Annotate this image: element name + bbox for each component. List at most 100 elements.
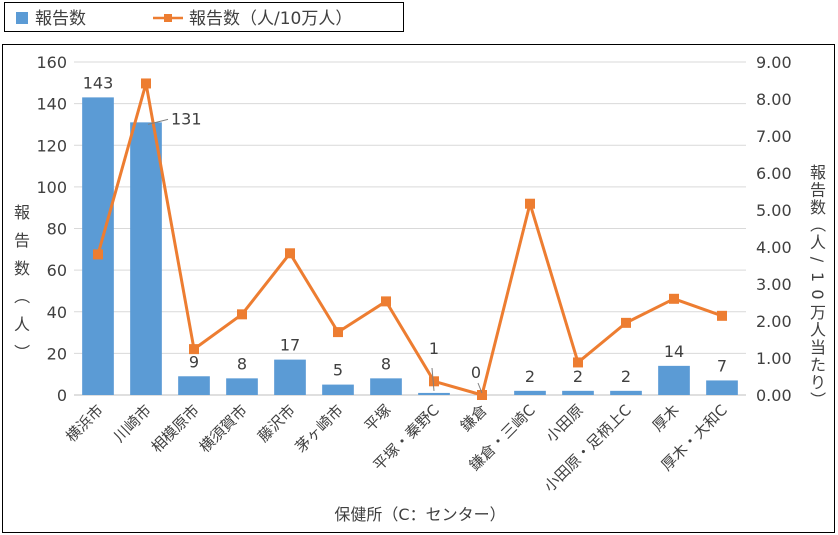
- right-tick-label: 4.00: [756, 238, 792, 257]
- left-tick-label: 140: [36, 95, 67, 114]
- left-tick-label: 40: [47, 303, 67, 322]
- bar-series: [82, 97, 738, 395]
- bar: [514, 390, 546, 395]
- data-label: 14: [664, 342, 684, 361]
- gridlines: [74, 61, 746, 396]
- category-label: 平塚: [361, 401, 395, 435]
- data-label: 2: [525, 367, 535, 386]
- left-axis-title: 報告数 （ 人 ）: [12, 203, 31, 360]
- right-tick-label: 5.00: [756, 201, 792, 220]
- category-label: 鎌倉: [457, 401, 491, 435]
- right-tick-label: 6.00: [756, 164, 792, 183]
- category-label: 藤沢市: [254, 401, 299, 446]
- line-point: [477, 390, 487, 400]
- left-axis-title-char: 数: [14, 259, 30, 278]
- right-tick-label: 9.00: [756, 53, 792, 72]
- right-axis-title-char: 人: [810, 321, 826, 340]
- left-tick-label: 60: [47, 261, 67, 280]
- data-label: 2: [621, 367, 631, 386]
- right-tick-label: 8.00: [756, 90, 792, 109]
- bar: [562, 390, 594, 395]
- left-axis-title-char: （: [12, 288, 31, 304]
- line-point: [669, 293, 679, 304]
- legend-line-label: 報告数（人/10万人）: [189, 9, 352, 29]
- right-axis-title-char: り: [810, 373, 826, 392]
- left-axis-title-char: 報: [14, 203, 30, 222]
- bar: [130, 122, 162, 395]
- legend-line-marker: [164, 14, 172, 22]
- left-axis-title-char: 人: [14, 315, 30, 334]
- right-axis-title-char: 告: [810, 181, 826, 200]
- right-axis-title-char: 数: [810, 198, 826, 217]
- line-point: [189, 344, 199, 355]
- data-label-leader: [431, 367, 435, 391]
- data-label: 0: [471, 363, 481, 382]
- legend: 報告数 報告数（人/10万人）: [4, 2, 404, 32]
- bar: [610, 390, 642, 395]
- data-label: 1: [429, 339, 439, 358]
- right-axis-title-char: 人: [810, 233, 826, 252]
- category-label: 横浜市: [62, 401, 107, 446]
- category-label: 横須賀市: [196, 401, 251, 456]
- right-axis-title-char: /: [808, 257, 827, 263]
- category-label: 川崎市: [110, 401, 155, 446]
- line-point: [381, 296, 391, 307]
- legend-bar-swatch: [16, 12, 28, 24]
- left-tick-label: 120: [36, 136, 67, 155]
- right-tick-label: 2.00: [756, 312, 792, 331]
- right-axis-title-char: 当: [810, 338, 826, 357]
- line-point: [237, 309, 247, 320]
- right-axis-title-char: （: [808, 216, 827, 232]
- data-label: 131: [171, 109, 202, 128]
- category-label: 茅ヶ崎市: [292, 401, 347, 456]
- left-axis-title-char: 告: [14, 231, 30, 250]
- bar: [322, 384, 354, 395]
- right-axis-title-char: 報: [810, 163, 826, 182]
- right-axis-title-char: た: [810, 356, 826, 375]
- right-axis-title-char: ）: [808, 391, 827, 407]
- line-point: [429, 376, 439, 387]
- data-label: 8: [237, 354, 247, 373]
- left-tick-label: 160: [36, 53, 67, 72]
- bar: [658, 365, 690, 395]
- data-label: 9: [189, 352, 199, 371]
- bar: [418, 392, 450, 395]
- line-point: [285, 248, 295, 259]
- category-label: 小田原・足柄上C: [540, 401, 634, 495]
- line-point: [573, 357, 583, 368]
- data-label-leader: [147, 118, 169, 125]
- legend-bar-label: 報告数: [35, 9, 86, 29]
- right-tick-label: 0.00: [756, 386, 792, 405]
- data-labels: 143 131 9 8 17 5 8 1 0 2 2 2 14 7: [83, 73, 727, 394]
- line-point: [525, 198, 535, 209]
- line-point: [717, 310, 727, 321]
- data-label: 143: [83, 73, 114, 92]
- bar: [274, 359, 306, 395]
- data-label-leader: [477, 382, 483, 394]
- left-axis-ticks: 0 20 40 60 80 100 120 140 160: [36, 53, 67, 405]
- category-label: 小田原: [542, 401, 587, 446]
- right-axis-title-char: 0: [808, 289, 827, 299]
- left-axis-title-char: ）: [12, 344, 31, 360]
- legend-svg: 報告数 報告数（人/10万人）: [16, 9, 352, 29]
- line-point: [621, 317, 631, 328]
- right-tick-label: 7.00: [756, 127, 792, 146]
- bar: [82, 97, 114, 395]
- data-label: 5: [333, 361, 343, 380]
- category-label: 相模原市: [148, 401, 203, 456]
- bar: [370, 378, 402, 395]
- right-axis-title-char: 万: [810, 303, 826, 322]
- data-label: 2: [573, 367, 583, 386]
- line-series: [93, 78, 727, 400]
- data-label: 7: [717, 356, 727, 375]
- left-tick-label: 0: [57, 386, 67, 405]
- right-axis-ticks: 0.00 1.00 2.00 3.00 4.00 5.00 6.00 7.00 8.00 9.00: [756, 53, 792, 405]
- data-label: 17: [280, 336, 300, 355]
- data-label: 8: [381, 354, 391, 373]
- line-point: [333, 327, 343, 338]
- bar: [226, 378, 258, 395]
- right-tick-label: 3.00: [756, 275, 792, 294]
